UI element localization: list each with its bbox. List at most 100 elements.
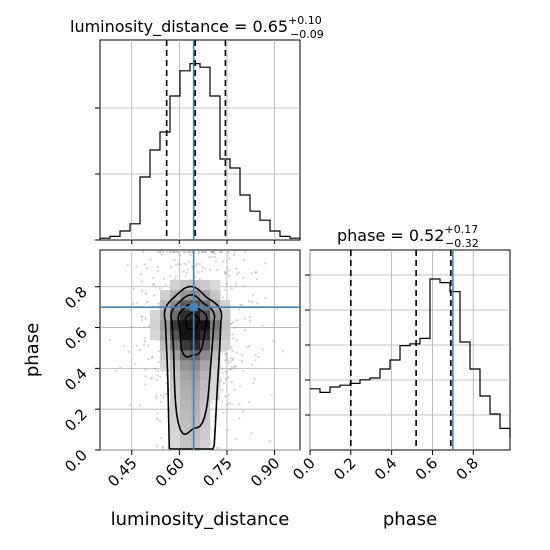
sample-point [215,446,218,450]
density-cell [190,360,201,371]
sample-point [250,432,253,435]
sample-point [122,344,126,347]
density-cell [170,340,181,351]
sample-point [232,320,235,324]
sample-point [223,289,226,292]
sample-point [198,277,201,280]
sample-point [140,318,144,322]
density-cell [190,280,201,291]
sample-point [172,250,175,254]
sample-point [177,262,180,266]
contour-level-0 [184,312,200,330]
sample-point [151,283,154,286]
sample-point [254,359,257,362]
sample-point [228,401,231,405]
sample-point [184,263,188,266]
sample-point [247,300,251,303]
sample-point [173,278,176,281]
sample-point [175,263,178,266]
sample-point [225,272,228,275]
sample-point [228,368,231,372]
sample-point [261,324,264,327]
sample-point [150,376,154,379]
sample-point [229,368,232,371]
sample-point [214,260,218,263]
density-cell [190,320,201,331]
sample-point [143,337,146,340]
sample-point [235,318,238,322]
sample-point [252,381,255,385]
grid [309,250,510,450]
density-cell [170,410,181,421]
density-cell [220,340,231,351]
density-cell [150,310,161,321]
sample-point [219,250,222,254]
sample-point [186,268,189,271]
density-cell [170,280,181,291]
density-cell [190,340,201,351]
sample-point [143,340,147,343]
sample-point [172,250,175,254]
sample-point [268,440,272,443]
sample-point [224,270,227,273]
sample-point [156,269,160,272]
sample-point [230,322,233,325]
sample-point [230,365,234,368]
sample-point [231,359,235,362]
sample-point [178,254,181,257]
sample-point [188,250,191,254]
sample-point [159,250,162,254]
density-cell [210,280,221,291]
sample-point [156,445,159,448]
sample-point [224,377,227,380]
density-cell [180,310,191,321]
marginal-title-phase: phase = 0.52+0.17 −0.32 [337,223,479,250]
sample-point [227,359,230,362]
sample-point [194,264,198,267]
sample-point [281,350,285,353]
sample-point [244,250,247,254]
sample-point [211,250,214,254]
sample-point [224,370,227,373]
sample-point [232,254,235,257]
y-tick-label: 0.0 [61,446,91,476]
density-cell [180,390,191,401]
sample-point [210,250,213,254]
sample-point [221,389,224,392]
density-cell [170,430,181,441]
sample-point [158,360,161,363]
sample-point [233,388,236,391]
sample-point [160,437,163,440]
sample-point [238,308,241,311]
density-cell [180,420,191,431]
density-cell [170,440,181,451]
sample-point [168,250,171,254]
sample-point [156,374,159,377]
sample-point [232,337,235,340]
sample-point [140,290,144,293]
sample-point [138,348,141,352]
sample-point [108,338,111,342]
sample-point [156,250,160,254]
sample-point [276,307,279,311]
sample-point [239,384,242,387]
sample-point [227,250,230,254]
sample-point [228,274,231,277]
sample-point [152,282,156,286]
sample-point [239,303,242,307]
sample-point [182,250,185,254]
sample-point [213,252,217,255]
density-cell [170,310,181,321]
density-cell [200,420,211,431]
sample-point [254,271,257,274]
sample-point [159,375,162,378]
density-cell [210,300,221,311]
sample-point [147,344,150,347]
sample-point [222,382,225,385]
sample-point [240,354,244,357]
sample-point [231,357,234,360]
sample-point [119,366,122,369]
x-tick-label: 0.75 [199,454,235,490]
marginal-axes-luminosity-distance: luminosity_distance = 0.65+0.10 −0.09 [70,14,324,244]
sample-point [224,352,227,356]
